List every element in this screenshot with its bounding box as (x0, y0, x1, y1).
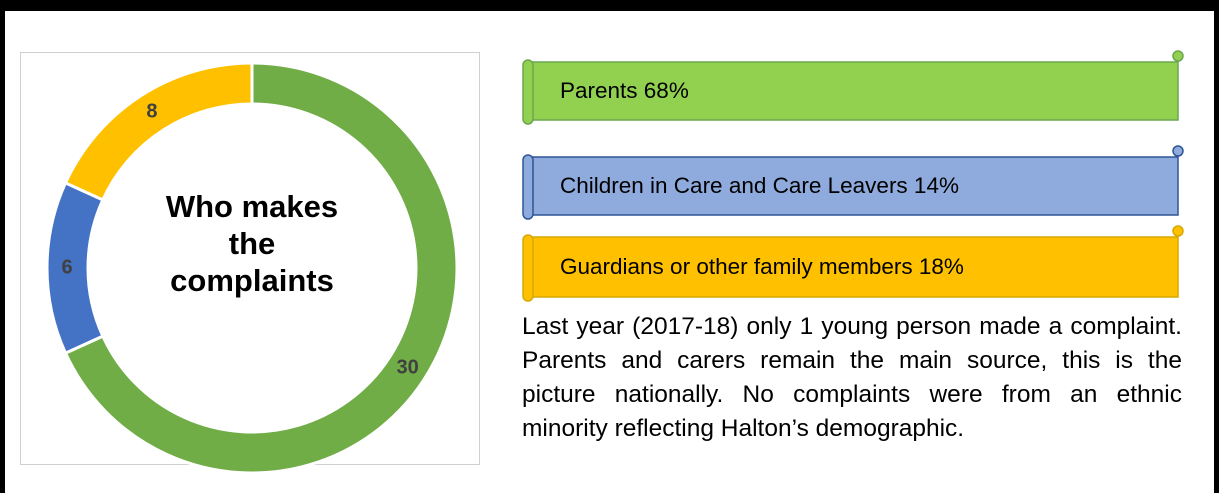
data-label: 8 (146, 101, 157, 123)
data-label: 6 (61, 256, 72, 278)
donut-segment (63, 61, 254, 202)
scroll-curl (1172, 145, 1184, 157)
banner (526, 236, 1179, 298)
scroll-roll (522, 234, 534, 302)
data-label: 30 (397, 356, 419, 378)
scroll-curl (1172, 50, 1184, 62)
banner-text: Guardians or other family members 18% (560, 254, 964, 279)
banner-text: Parents 68% (560, 78, 689, 103)
scroll-roll (522, 154, 534, 220)
banner-text: Children in Care and Care Leavers 14% (560, 173, 959, 198)
banner (526, 156, 1179, 216)
donut-segment (63, 61, 459, 475)
scroll-roll (522, 59, 534, 125)
scroll-curl (1172, 225, 1184, 237)
body-text: Last year (2017-18) only 1 young person … (522, 313, 1182, 442)
chart-title: Who makes the complaints (165, 189, 339, 298)
donut-segment (45, 180, 105, 356)
